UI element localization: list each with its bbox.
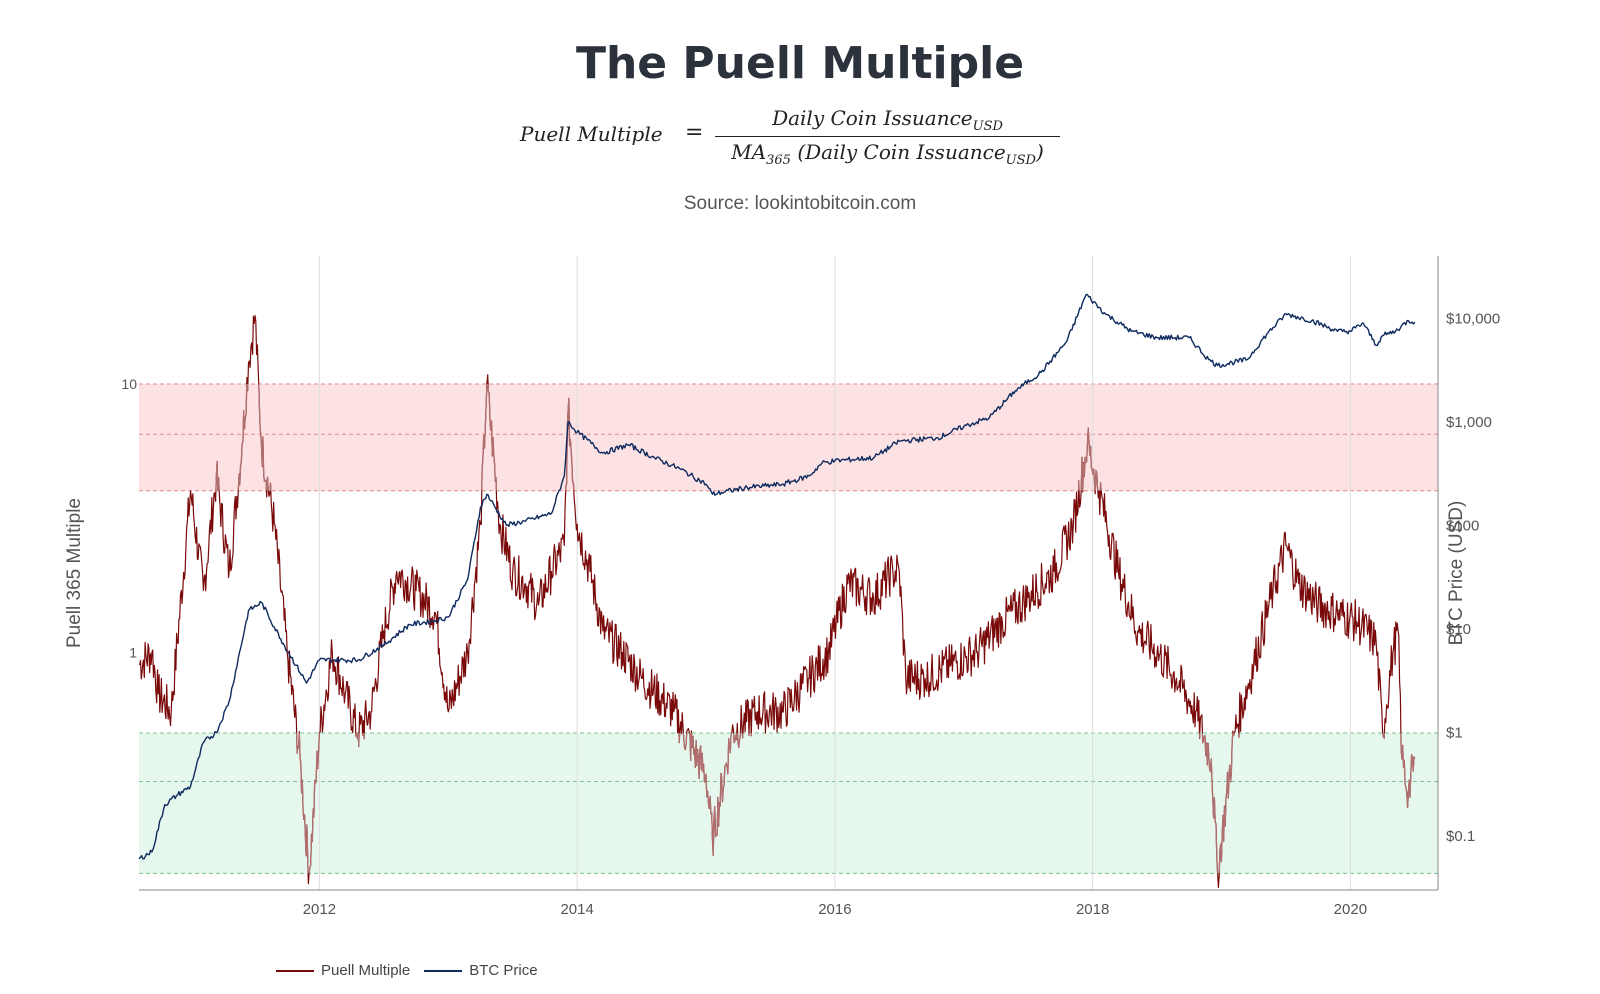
legend-label-puell: Puell Multiple [321,962,411,979]
y-right-tick-label: $10,000 [1446,310,1500,327]
puell-formula: Puell Multiple = Daily Coin IssuanceUSD … [520,106,1080,172]
y-right-tick-label: $100 [1446,517,1479,534]
x-tick-label: 2016 [818,901,851,918]
x-tick-label: 2018 [1076,901,1109,918]
chart-title: The Puell Multiple [575,38,1025,89]
puell-multiple-line [138,314,1416,888]
x-tick-label: 2012 [303,901,336,918]
legend-swatch-btc [424,969,463,972]
y-left-axis-title: Puell 365 Multiple [64,498,85,648]
red-band [139,384,1438,491]
y-left-tick-label: 1 [129,644,137,660]
legend-item-btc[interactable]: BTC Price [424,962,538,979]
y-right-tick-label: $1,000 [1446,414,1492,431]
formula-equals: = [685,120,704,145]
legend-label-btc: BTC Price [469,962,538,979]
y-right-axis-title: BTC Price (USD) [1446,501,1467,646]
source-note: Source: lookintobitcoin.com [683,193,917,214]
legend-swatch-puell [276,969,314,972]
legend-item-puell[interactable]: Puell Multiple [276,962,410,979]
formula-numerator: Daily Coin IssuanceUSD [772,106,1003,134]
y-right-tick-label: $1 [1446,724,1463,741]
formula-denominator: MA365 (Daily Coin IssuanceUSD) [731,140,1044,168]
formula-fraction-bar [715,136,1060,137]
y-left-tick-label: 10 [121,376,137,392]
y-right-tick-label: $0.1 [1446,828,1475,845]
formula-lhs: Puell Multiple [520,122,663,146]
btc-price-line [138,293,1416,860]
x-tick-label: 2020 [1334,901,1367,918]
legend: Puell Multiple BTC Price [276,962,552,979]
green-band [139,733,1438,874]
x-tick-label: 2014 [560,901,593,918]
y-right-tick-label: $10 [1446,621,1471,638]
